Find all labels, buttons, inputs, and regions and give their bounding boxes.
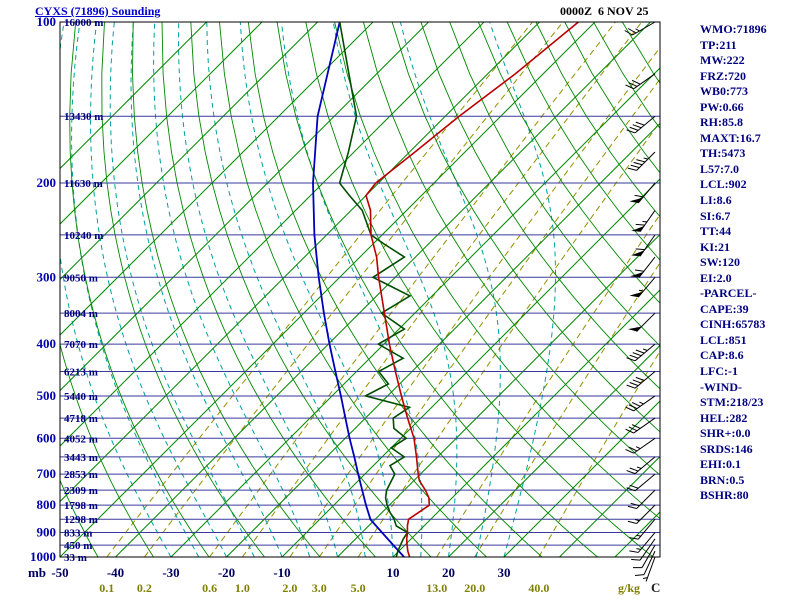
stat-line: MW:222 [700,53,745,68]
stat-line: EI:2.0 [700,270,732,285]
svg-text:400: 400 [37,336,57,351]
svg-text:5.0: 5.0 [351,581,366,595]
svg-text:3443 m: 3443 m [64,452,98,464]
grid-dry-adiabats [60,22,660,557]
svg-text:16000 m: 16000 m [64,17,103,29]
svg-text:1798 m: 1798 m [64,500,98,512]
svg-text:500: 500 [37,388,57,403]
stat-line: PW:0.66 [700,99,744,114]
stat-line: LCL:851 [700,332,747,347]
stat-line: TP:211 [700,37,737,52]
svg-text:4052 m: 4052 m [64,433,98,445]
parcel-curve [312,22,405,557]
stat-line: L57:7.0 [700,161,739,176]
stat-line: BSHR:80 [700,488,749,503]
temp-axis-labels: -50 -40 -30 -20 -10 10 20 30 mb C [28,565,660,595]
dewpoint-curve [338,22,412,557]
svg-text:0.1: 0.1 [99,581,114,595]
grid-pressure-lines [60,21,660,558]
svg-text:1000: 1000 [30,549,56,564]
svg-text:900: 900 [37,525,57,540]
svg-text:4718 m: 4718 m [64,413,98,425]
stat-line: MAXT:16.7 [700,130,761,145]
pressure-axis-labels: 100 200 300 400 500 600 700 800 900 1000 [30,14,56,564]
svg-text:0.2: 0.2 [137,581,152,595]
svg-text:11630 m: 11630 m [64,178,103,190]
svg-text:7070 m: 7070 m [64,339,98,351]
stat-line: RH:85.8 [700,115,743,130]
svg-text:5440 m: 5440 m [64,391,98,403]
stat-line: LFC:-1 [700,364,738,379]
svg-text:13.0: 13.0 [426,581,447,595]
svg-text:450 m: 450 m [64,540,92,552]
stat-line: WMO:71896 [700,22,767,36]
svg-text:g/kg: g/kg [618,581,640,595]
grid-isotherms [60,22,660,557]
svg-text:1298 m: 1298 m [64,514,98,526]
svg-text:10: 10 [387,565,400,580]
svg-text:2.0: 2.0 [282,581,297,595]
stat-line: TT:44 [700,224,732,239]
svg-text:-50: -50 [51,565,68,580]
svg-text:8004 m: 8004 m [64,308,98,320]
svg-text:-30: -30 [162,565,179,580]
svg-text:833 m: 833 m [64,528,92,540]
stat-line: FRZ:720 [700,68,746,83]
svg-text:-20: -20 [218,565,235,580]
svg-text:10240 m: 10240 m [64,230,103,242]
temperature-curve [365,22,579,557]
height-labels: 16000 m 13430 m 11630 m 10240 m 9050 m 8004 m… [64,17,103,564]
svg-text:0.6: 0.6 [202,581,217,595]
svg-text:9050 m: 9050 m [64,272,98,284]
svg-text:20: 20 [442,565,455,580]
stat-line: SW:120 [700,255,741,270]
svg-text:200: 200 [37,175,57,190]
svg-text:1.0: 1.0 [235,581,250,595]
svg-text:2853 m: 2853 m [64,469,98,481]
svg-text:800: 800 [37,497,57,512]
stat-line: STM:218/23 [700,395,764,410]
svg-text:700: 700 [37,466,57,481]
stat-line: SRDS:146 [700,441,753,456]
stats-panel: WMO:71896 TP:211 MW:222 FRZ:720 WB0:773 PW:0.… [700,22,767,504]
svg-text:100: 100 [37,14,57,29]
svg-text:300: 300 [37,269,57,284]
stat-line: KI:21 [700,239,730,254]
svg-text:30: 30 [498,565,511,580]
stat-line: HEL:282 [700,410,748,425]
stat-line: CINH:65783 [700,317,766,332]
svg-text:-10: -10 [273,565,290,580]
stat-line: LCL:902 [700,177,747,192]
plot-frame [59,21,661,558]
svg-text:C: C [651,580,660,595]
grid-mixing-ratio-lines [106,22,660,557]
svg-text:33 m: 33 m [64,552,87,564]
svg-text:-40: -40 [107,565,124,580]
stat-line: -WIND- [700,379,742,394]
svg-text:3.0: 3.0 [312,581,327,595]
stat-line: SHR+:0.0 [700,426,751,441]
stat-line: EHI:0.1 [700,457,742,472]
svg-text:600: 600 [37,430,57,445]
stat-line: TH:5473 [700,146,746,161]
svg-text:13430 m: 13430 m [64,111,103,123]
page-title: CYXS (71896) Sounding [35,4,161,18]
svg-text:6213 m: 6213 m [64,366,98,378]
mixing-axis-labels: 0.1 0.2 0.6 1.0 2.0 3.0 5.0 13.0 20.0 40.0 g/kg [99,581,640,595]
stat-line: LI:8.6 [700,193,732,208]
sounding-datetime: 0000Z 6 NOV 25 [560,4,649,18]
svg-text:mb: mb [28,565,46,580]
svg-text:20.0: 20.0 [464,581,485,595]
grid-moist-adiabats [60,22,556,557]
svg-text:2309 m: 2309 m [64,485,98,497]
stat-line: -PARCEL- [700,286,757,301]
svg-text:40.0: 40.0 [528,581,549,595]
stat-line: BRN:0.5 [700,472,745,487]
stat-line: SI:6.7 [700,208,731,223]
stat-line: CAP:8.6 [700,348,744,363]
wind-barbs [624,21,656,582]
stat-line: WB0:773 [700,84,748,99]
stat-line: CAPE:39 [700,301,749,316]
